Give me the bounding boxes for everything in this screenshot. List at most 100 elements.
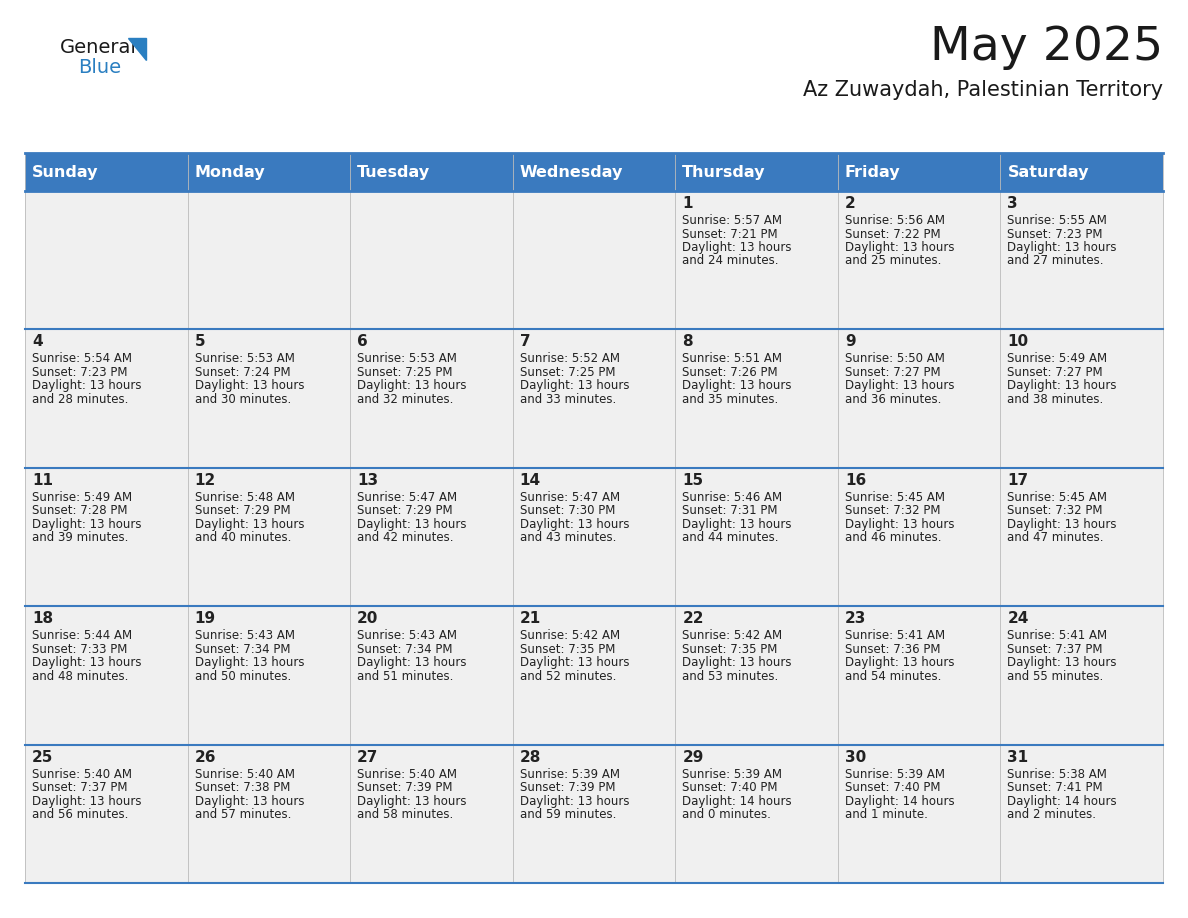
Text: Daylight: 13 hours: Daylight: 13 hours — [1007, 656, 1117, 669]
Bar — [25, 191, 188, 330]
Text: Daylight: 13 hours: Daylight: 13 hours — [32, 379, 141, 392]
Text: Daylight: 14 hours: Daylight: 14 hours — [1007, 795, 1117, 808]
Bar — [675, 153, 838, 191]
Text: Sunrise: 5:46 AM: Sunrise: 5:46 AM — [682, 491, 783, 504]
Text: Daylight: 14 hours: Daylight: 14 hours — [682, 795, 792, 808]
Text: 17: 17 — [1007, 473, 1029, 487]
Bar — [350, 191, 513, 330]
Text: Saturday: Saturday — [1007, 164, 1089, 180]
Text: and 27 minutes.: and 27 minutes. — [1007, 254, 1104, 267]
Text: Sunset: 7:33 PM: Sunset: 7:33 PM — [32, 643, 127, 655]
Bar — [1000, 191, 1163, 330]
Text: General: General — [61, 38, 137, 57]
Text: Daylight: 13 hours: Daylight: 13 hours — [195, 379, 304, 392]
Bar — [1000, 330, 1163, 468]
Bar — [513, 191, 675, 330]
Bar — [838, 191, 1000, 330]
Text: Sunrise: 5:45 AM: Sunrise: 5:45 AM — [845, 491, 944, 504]
Text: Tuesday: Tuesday — [358, 164, 430, 180]
Text: Daylight: 13 hours: Daylight: 13 hours — [845, 518, 954, 531]
Text: Sunrise: 5:56 AM: Sunrise: 5:56 AM — [845, 214, 944, 227]
Text: 29: 29 — [682, 750, 703, 765]
Text: 26: 26 — [195, 750, 216, 765]
Text: Daylight: 13 hours: Daylight: 13 hours — [519, 656, 630, 669]
Text: and 51 minutes.: and 51 minutes. — [358, 670, 454, 683]
Text: and 55 minutes.: and 55 minutes. — [1007, 670, 1104, 683]
Text: Daylight: 14 hours: Daylight: 14 hours — [845, 795, 954, 808]
Text: Daylight: 13 hours: Daylight: 13 hours — [32, 795, 141, 808]
Text: Sunrise: 5:39 AM: Sunrise: 5:39 AM — [519, 767, 620, 780]
Text: Az Zuwaydah, Palestinian Territory: Az Zuwaydah, Palestinian Territory — [803, 80, 1163, 100]
Text: Sunrise: 5:43 AM: Sunrise: 5:43 AM — [195, 629, 295, 643]
Text: Daylight: 13 hours: Daylight: 13 hours — [682, 656, 791, 669]
Text: and 35 minutes.: and 35 minutes. — [682, 393, 778, 406]
Text: Daylight: 13 hours: Daylight: 13 hours — [358, 795, 467, 808]
Text: 23: 23 — [845, 611, 866, 626]
Text: Daylight: 13 hours: Daylight: 13 hours — [195, 656, 304, 669]
Text: Thursday: Thursday — [682, 164, 766, 180]
Text: Sunrise: 5:52 AM: Sunrise: 5:52 AM — [519, 353, 620, 365]
Bar — [25, 330, 188, 468]
Text: 28: 28 — [519, 750, 541, 765]
Text: Daylight: 13 hours: Daylight: 13 hours — [1007, 379, 1117, 392]
Text: 11: 11 — [32, 473, 53, 487]
Text: Sunrise: 5:40 AM: Sunrise: 5:40 AM — [195, 767, 295, 780]
Text: Sunset: 7:37 PM: Sunset: 7:37 PM — [32, 781, 127, 794]
Text: and 44 minutes.: and 44 minutes. — [682, 532, 779, 544]
Text: and 36 minutes.: and 36 minutes. — [845, 393, 941, 406]
Bar — [675, 330, 838, 468]
Text: Daylight: 13 hours: Daylight: 13 hours — [845, 241, 954, 254]
Bar — [350, 330, 513, 468]
Bar — [675, 468, 838, 606]
Bar — [838, 606, 1000, 744]
Text: Sunrise: 5:54 AM: Sunrise: 5:54 AM — [32, 353, 132, 365]
Bar — [25, 468, 188, 606]
Bar — [188, 606, 350, 744]
Text: Sunrise: 5:39 AM: Sunrise: 5:39 AM — [682, 767, 782, 780]
Text: Sunrise: 5:49 AM: Sunrise: 5:49 AM — [1007, 353, 1107, 365]
Text: Daylight: 13 hours: Daylight: 13 hours — [519, 795, 630, 808]
Text: 8: 8 — [682, 334, 693, 350]
Text: Sunrise: 5:42 AM: Sunrise: 5:42 AM — [519, 629, 620, 643]
Text: Sunset: 7:34 PM: Sunset: 7:34 PM — [195, 643, 290, 655]
Text: Daylight: 13 hours: Daylight: 13 hours — [358, 379, 467, 392]
Bar — [25, 153, 188, 191]
Bar — [350, 153, 513, 191]
Text: Sunset: 7:25 PM: Sunset: 7:25 PM — [358, 366, 453, 379]
Text: 2: 2 — [845, 196, 855, 211]
Text: and 2 minutes.: and 2 minutes. — [1007, 808, 1097, 821]
Text: and 1 minute.: and 1 minute. — [845, 808, 928, 821]
Text: Sunset: 7:39 PM: Sunset: 7:39 PM — [358, 781, 453, 794]
Text: Sunrise: 5:41 AM: Sunrise: 5:41 AM — [845, 629, 944, 643]
Bar — [513, 744, 675, 883]
Text: Sunrise: 5:42 AM: Sunrise: 5:42 AM — [682, 629, 783, 643]
Text: and 30 minutes.: and 30 minutes. — [195, 393, 291, 406]
Text: Sunset: 7:37 PM: Sunset: 7:37 PM — [1007, 643, 1102, 655]
Text: and 53 minutes.: and 53 minutes. — [682, 670, 778, 683]
Text: Sunset: 7:34 PM: Sunset: 7:34 PM — [358, 643, 453, 655]
Text: 5: 5 — [195, 334, 206, 350]
Text: and 39 minutes.: and 39 minutes. — [32, 532, 128, 544]
Text: Daylight: 13 hours: Daylight: 13 hours — [682, 379, 791, 392]
Text: 1: 1 — [682, 196, 693, 211]
Bar — [350, 468, 513, 606]
Text: Daylight: 13 hours: Daylight: 13 hours — [845, 379, 954, 392]
Text: Sunrise: 5:50 AM: Sunrise: 5:50 AM — [845, 353, 944, 365]
Bar — [513, 468, 675, 606]
Bar — [350, 744, 513, 883]
Text: and 42 minutes.: and 42 minutes. — [358, 532, 454, 544]
Bar — [188, 330, 350, 468]
Text: 24: 24 — [1007, 611, 1029, 626]
Bar — [188, 468, 350, 606]
Text: 12: 12 — [195, 473, 216, 487]
Text: Sunrise: 5:43 AM: Sunrise: 5:43 AM — [358, 629, 457, 643]
Text: Sunrise: 5:57 AM: Sunrise: 5:57 AM — [682, 214, 782, 227]
Text: 9: 9 — [845, 334, 855, 350]
Bar — [838, 744, 1000, 883]
Text: Sunday: Sunday — [32, 164, 99, 180]
Bar — [25, 744, 188, 883]
Text: Sunset: 7:28 PM: Sunset: 7:28 PM — [32, 504, 127, 518]
Text: Sunset: 7:40 PM: Sunset: 7:40 PM — [682, 781, 778, 794]
Text: Daylight: 13 hours: Daylight: 13 hours — [195, 795, 304, 808]
Text: 14: 14 — [519, 473, 541, 487]
